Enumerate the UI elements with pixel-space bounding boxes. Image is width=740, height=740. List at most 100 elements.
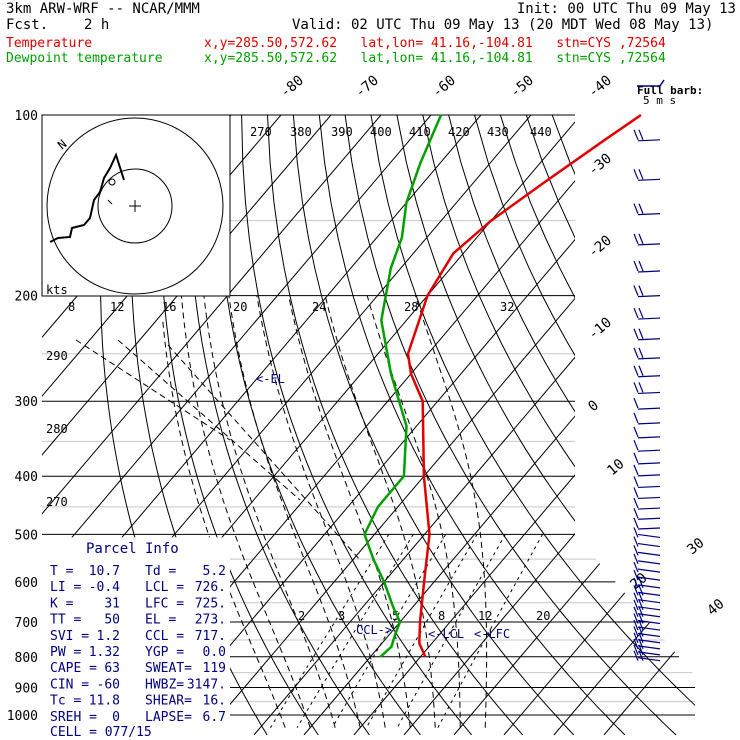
- theta-label: 390: [331, 125, 353, 139]
- wind-barb-feather: [633, 517, 639, 529]
- dry-adiabat: [474, 115, 695, 735]
- mixing-ratio-label: 3: [338, 609, 345, 623]
- wind-barb-feather: [633, 626, 639, 637]
- moist-adiabat: [415, 295, 488, 728]
- wind-barb-feather: [633, 632, 639, 643]
- isotherm-label: -60: [429, 73, 459, 102]
- wind-barb-feather: [638, 203, 644, 214]
- isotherm-label: -10: [585, 315, 615, 344]
- dry-adiabat: [214, 115, 421, 735]
- wind-barb: [637, 591, 661, 596]
- parcel-value: 16.: [203, 694, 226, 709]
- wind-barb-feather: [638, 307, 644, 319]
- wind-barb-feather: [633, 553, 639, 565]
- wind-barb-feather: [638, 626, 644, 637]
- wind-barb-feather: [633, 169, 639, 180]
- theta-label: 400: [370, 125, 392, 139]
- moist-adiabat: [203, 295, 336, 728]
- wind-barb: [637, 645, 661, 650]
- wind-barb-feather: [638, 606, 644, 617]
- dewpoint-station-info: x,y=285.50,572.62 lat,lon= 41.16,-104.81…: [204, 51, 666, 66]
- wind-barb-feather: [633, 439, 639, 451]
- isotherm-label: -30: [585, 151, 615, 180]
- moist-adiabat: [180, 295, 311, 728]
- parcel-key: LCL =: [145, 580, 184, 595]
- wind-barb-feather: [633, 606, 639, 617]
- wind-barb: [637, 576, 661, 581]
- isotherm-label: -70: [352, 73, 382, 102]
- wind-barb: [637, 436, 661, 439]
- hodograph-speed-label: 16: [162, 300, 176, 314]
- pressure-label: 300: [15, 395, 38, 410]
- dry-adiabat: [292, 115, 575, 735]
- mixing-ratio-label: 5: [392, 609, 399, 623]
- parcel-key: T =: [50, 564, 74, 579]
- wind-barb-feather: [633, 644, 639, 656]
- wind-barb-feather: [633, 497, 639, 509]
- wind-barb-feather: [633, 650, 639, 661]
- pressure-label: 400: [15, 470, 38, 485]
- init-time: Init: 00 UTC Thu 09 May 13: [516, 1, 736, 17]
- barb-legend-title: Full barb:: [637, 84, 703, 97]
- wind-barb: [637, 391, 661, 395]
- isotherm-line: [153, 115, 682, 735]
- parcel-value: 0: [112, 710, 120, 725]
- wind-barb: [637, 357, 661, 360]
- wind-barb-feather: [633, 487, 639, 498]
- parcel-key: LFC =: [145, 596, 184, 611]
- wind-barb: [637, 317, 661, 320]
- isotherm-label: 0: [585, 397, 602, 415]
- parcel-panel: [42, 537, 230, 735]
- parcel-value: 717.: [195, 629, 226, 644]
- isotherm-line: [403, 115, 695, 735]
- dry-adiabat: [370, 115, 695, 735]
- isotherm-label: 40: [704, 596, 727, 619]
- wind-barb-feather: [638, 577, 644, 589]
- pressure-label: 900: [15, 681, 38, 696]
- mixing-ratio-line: [269, 534, 390, 728]
- wind-barb-feather: [633, 527, 639, 538]
- parcel-value: 1.32: [89, 645, 120, 660]
- wind-barb: [637, 507, 661, 510]
- wind-barb-feather: [633, 592, 639, 603]
- parcel-value: -0.4: [89, 580, 120, 595]
- parcel-value: 63: [104, 661, 120, 676]
- isotherm-line: [303, 115, 695, 735]
- wind-barb: [637, 462, 661, 465]
- barb-legend-glyph: [659, 79, 665, 87]
- wind-barb: [637, 542, 661, 548]
- wind-barb-feather: [633, 260, 639, 272]
- wind-barb-feather: [633, 536, 639, 547]
- parcel-value: 6.7: [203, 710, 226, 725]
- wind-barb: [637, 632, 661, 638]
- wind-barb: [637, 295, 661, 298]
- wind-barb-feather: [638, 328, 644, 339]
- mixing-ratio-label: 8: [438, 609, 445, 623]
- parcel-value: 31: [104, 596, 120, 611]
- isotherm-label: 30: [684, 535, 707, 558]
- wind-barb-feather: [633, 464, 639, 476]
- pressure-label: 1000: [7, 709, 38, 724]
- wind-barb: [637, 338, 661, 341]
- valid-time: Valid: 02 UTC Thu 09 May 13 (20 MDT Wed …: [292, 17, 714, 33]
- pressure-label: 100: [15, 109, 38, 124]
- wind-barb: [637, 270, 661, 273]
- wind-barb-feather: [633, 599, 639, 611]
- wind-barb-feather: [633, 476, 639, 487]
- theta-label: 280: [46, 422, 68, 436]
- wind-barb: [637, 474, 661, 477]
- theta-label: 430: [487, 125, 509, 139]
- temperature-station-info: x,y=285.50,572.62 lat,lon= 41.16,-104.81…: [204, 36, 666, 51]
- model-title: 3km ARW-WRF -- NCAR/MMM: [6, 1, 200, 17]
- wind-barb: [637, 527, 661, 530]
- mixing-ratio-label: 2: [298, 609, 305, 623]
- wind-barb: [637, 560, 661, 565]
- wind-barb-feather: [633, 412, 639, 424]
- parcel-value: 3147.: [187, 677, 226, 692]
- wind-barb-feather: [633, 365, 639, 376]
- hodograph-speed-label: 24: [312, 300, 326, 314]
- parcel-key: PW =: [50, 645, 81, 660]
- wind-barb: [637, 551, 661, 556]
- theta-label: 270: [250, 125, 272, 139]
- dry-adiabat: [603, 115, 695, 735]
